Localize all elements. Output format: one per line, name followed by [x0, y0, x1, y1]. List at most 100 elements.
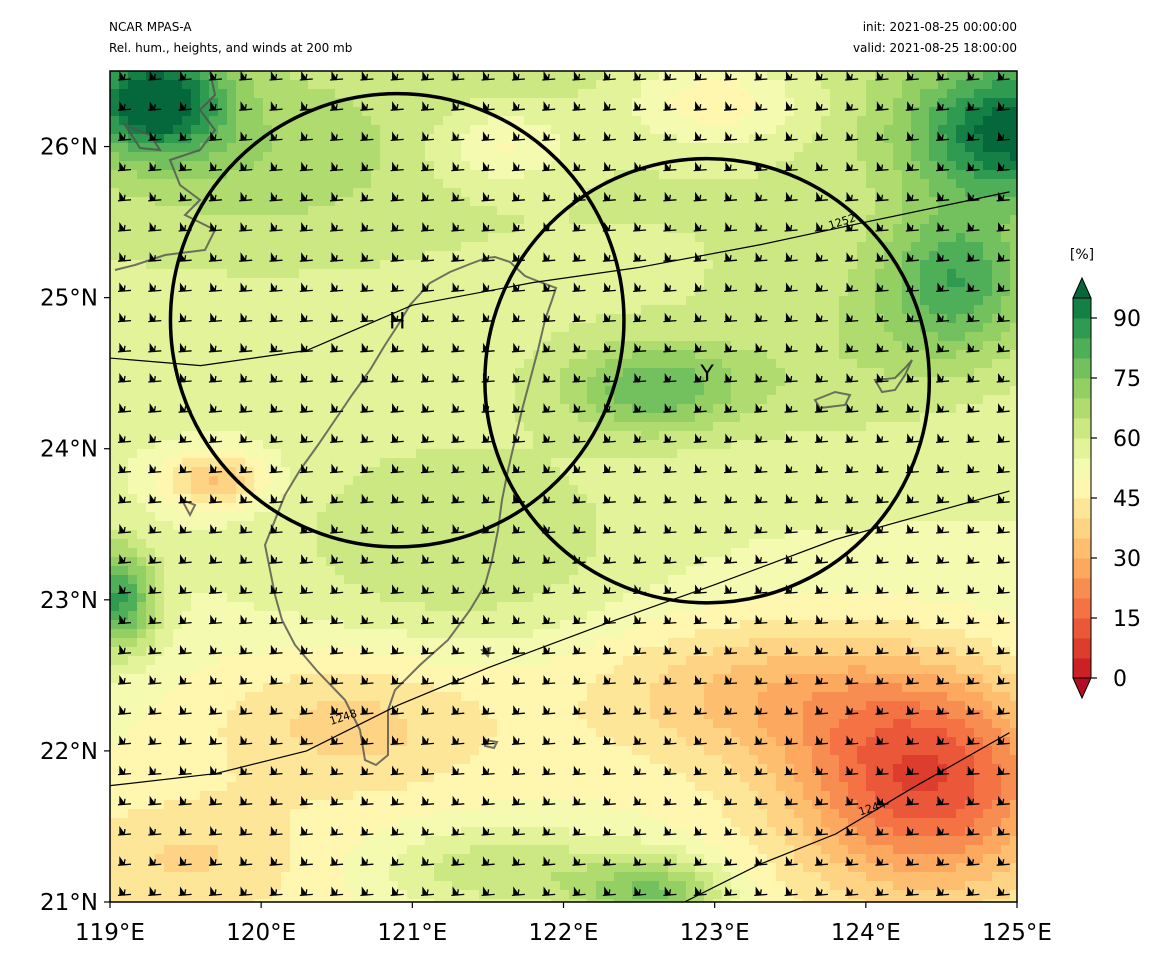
rh-cell [686, 206, 696, 216]
rh-cell [461, 89, 471, 99]
rh-cell [839, 503, 849, 513]
rh-cell [353, 71, 363, 81]
rh-cell [848, 440, 858, 450]
rh-cell [884, 341, 894, 351]
rh-cell [128, 377, 138, 387]
rh-cell [623, 440, 633, 450]
rh-cell [668, 224, 678, 234]
rh-cell [542, 278, 552, 288]
rh-cell [821, 161, 831, 171]
rh-cell [218, 242, 228, 252]
rh-cell [569, 476, 579, 486]
rh-cell [929, 161, 939, 171]
rh-cell [137, 404, 147, 414]
rh-cell [227, 188, 237, 198]
rh-cell [956, 323, 966, 333]
rh-cell [371, 476, 381, 486]
rh-cell [542, 341, 552, 351]
rh-cell [542, 98, 552, 108]
rh-cell [515, 359, 525, 369]
rh-cell [605, 323, 615, 333]
rh-cell [776, 242, 786, 252]
rh-cell [839, 467, 849, 477]
rh-cell [632, 332, 642, 342]
rh-cell [506, 350, 516, 360]
rh-cell [155, 260, 165, 270]
rh-cell [488, 512, 498, 522]
rh-cell [380, 296, 390, 306]
rh-cell [704, 323, 714, 333]
rh-cell [380, 332, 390, 342]
rh-cell [641, 197, 651, 207]
rh-cell [1001, 368, 1011, 378]
rh-cell [848, 305, 858, 315]
rh-cell [551, 251, 561, 261]
rh-cell [317, 107, 327, 117]
rh-cell [128, 449, 138, 459]
rh-cell [164, 269, 174, 279]
rh-cell [848, 476, 858, 486]
rh-cell [587, 305, 597, 315]
rh-cell [1010, 296, 1017, 306]
rh-cell [605, 503, 615, 513]
rh-cell [272, 431, 282, 441]
rh-cell [497, 377, 507, 387]
rh-cell [407, 413, 417, 423]
rh-cell [749, 170, 759, 180]
rh-cell [1010, 413, 1017, 423]
rh-cell [560, 359, 570, 369]
rh-cell [947, 287, 957, 297]
rh-cell [479, 116, 489, 126]
rh-cell [479, 206, 489, 216]
rh-cell [434, 323, 444, 333]
rh-cell [1001, 215, 1011, 225]
rh-cell [263, 350, 273, 360]
rh-cell [803, 188, 813, 198]
rh-cell [488, 215, 498, 225]
rh-cell [740, 341, 750, 351]
rh-cell [344, 512, 354, 522]
rh-cell [839, 260, 849, 270]
rh-cell [821, 179, 831, 189]
rh-cell [641, 449, 651, 459]
rh-cell [857, 503, 867, 513]
rh-cell [983, 161, 993, 171]
rh-cell [704, 395, 714, 405]
rh-cell [974, 494, 984, 504]
rh-cell [623, 98, 633, 108]
rh-cell [173, 287, 183, 297]
rh-cell [470, 359, 480, 369]
rh-cell [686, 71, 696, 81]
rh-cell [875, 179, 885, 189]
rh-cell [983, 80, 993, 90]
rh-cell [632, 431, 642, 441]
rh-cell [560, 188, 570, 198]
rh-cell [434, 350, 444, 360]
rh-cell [173, 386, 183, 396]
rh-cell [902, 224, 912, 234]
rh-cell [623, 251, 633, 261]
rh-cell [443, 188, 453, 198]
rh-cell [281, 467, 291, 477]
rh-cell [578, 251, 588, 261]
rh-cell [344, 179, 354, 189]
rh-cell [353, 404, 363, 414]
rh-cell [155, 305, 165, 315]
rh-cell [1010, 305, 1017, 315]
rh-cell [461, 170, 471, 180]
rh-cell [371, 440, 381, 450]
rh-cell [848, 116, 858, 126]
rh-cell [587, 314, 597, 324]
rh-cell [884, 269, 894, 279]
rh-cell [659, 404, 669, 414]
rh-cell [317, 80, 327, 90]
rh-cell [470, 440, 480, 450]
rh-cell [380, 80, 390, 90]
rh-cell [650, 386, 660, 396]
rh-cell [974, 404, 984, 414]
rh-cell [875, 125, 885, 135]
rh-cell [731, 278, 741, 288]
rh-cell [299, 422, 309, 432]
rh-cell [182, 98, 192, 108]
rh-cell [551, 296, 561, 306]
